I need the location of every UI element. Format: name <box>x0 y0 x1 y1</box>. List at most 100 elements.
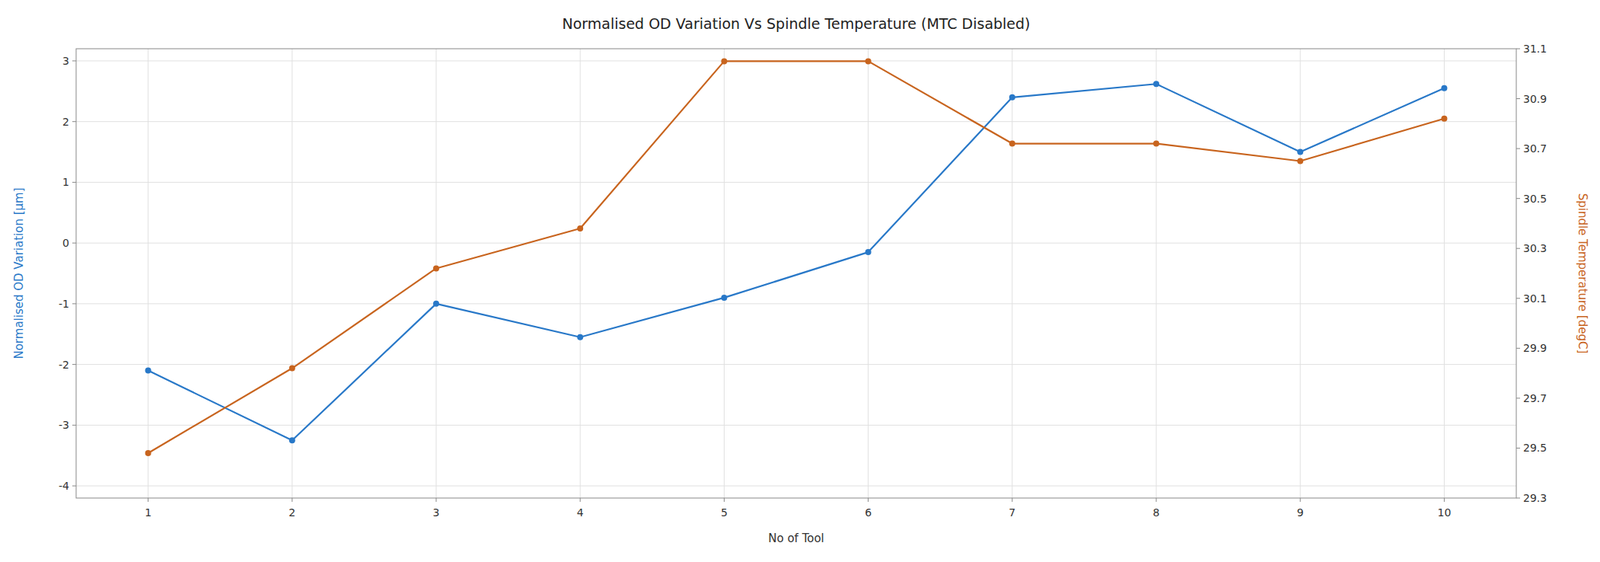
tick-label: 30.1 <box>1523 292 1547 305</box>
tick <box>580 497 581 502</box>
tick-label: 8 <box>1153 506 1161 519</box>
line <box>148 83 1445 440</box>
tick <box>72 363 77 365</box>
point <box>289 365 296 372</box>
line <box>148 60 1445 453</box>
y2-axis-label: Spindle Temperature [degC] <box>1575 193 1590 354</box>
point <box>145 367 152 374</box>
tick-label: 3 <box>62 54 70 67</box>
tick <box>291 497 293 502</box>
tick-label: 30.7 <box>1523 142 1547 155</box>
point <box>576 334 584 341</box>
point <box>433 264 440 271</box>
tick <box>72 60 77 61</box>
tick <box>72 121 77 122</box>
tick <box>72 485 77 487</box>
tick-label: 3 <box>433 506 440 519</box>
tick-label: 6 <box>864 506 872 519</box>
tick <box>1516 297 1521 299</box>
series <box>145 80 1448 444</box>
x-axis: 1 2 3 4 5 6 7 8 9 10 No of Tool <box>144 497 1451 546</box>
tick <box>436 497 437 502</box>
point <box>289 436 296 444</box>
tick <box>72 302 77 304</box>
tick-label: -2 <box>58 358 70 371</box>
title: Normalised OD Variation Vs Spindle Tempe… <box>561 15 1030 32</box>
x-axis-label: No of Tool <box>768 531 825 546</box>
tick <box>72 242 77 244</box>
point <box>1009 140 1016 147</box>
tick <box>1516 397 1521 399</box>
point <box>1297 158 1304 165</box>
tick-label: 29.3 <box>1523 491 1547 504</box>
tick <box>1156 497 1157 502</box>
tick-label: -1 <box>58 297 70 310</box>
tick-label: -4 <box>58 479 70 492</box>
grid <box>76 48 1517 498</box>
tick <box>1516 98 1521 99</box>
tick-label: 9 <box>1297 506 1304 519</box>
point <box>720 57 727 64</box>
tick <box>1516 447 1521 449</box>
grid-line <box>867 48 869 498</box>
tick <box>867 497 869 502</box>
y2-axis: 29.3 29.5 29.7 29.9 30.1 30.3 30.5 30.7 30.9 31.1… <box>1516 42 1590 504</box>
point <box>576 225 584 232</box>
point <box>1153 80 1160 87</box>
tick-label: 29.9 <box>1523 341 1547 354</box>
tick <box>1443 497 1445 502</box>
point <box>433 300 440 307</box>
tick-label: 5 <box>720 506 728 519</box>
grid-line <box>147 48 149 498</box>
tick-label: 29.7 <box>1523 392 1547 405</box>
point <box>1440 115 1448 122</box>
tick-label: -3 <box>58 418 70 431</box>
point <box>1153 140 1160 147</box>
tick-label: 2 <box>288 506 296 519</box>
tick <box>1516 197 1521 199</box>
tick-label: 7 <box>1008 506 1016 519</box>
chart: 1 2 3 4 5 6 7 8 9 10 No of Tool -4 -3 -2 -1 0 1 2 3 Normali… <box>0 0 1600 562</box>
tick-label: 0 <box>62 236 70 249</box>
tick-label: 30.5 <box>1523 192 1547 205</box>
point <box>1297 149 1304 156</box>
tick <box>72 181 77 183</box>
tick-label: 30.3 <box>1523 242 1547 255</box>
tick-label: 1 <box>144 506 152 519</box>
y-axis-label: Normalised OD Variation [µm] <box>12 187 26 359</box>
point <box>865 57 872 64</box>
grid-line <box>436 48 437 498</box>
tick <box>1516 148 1521 150</box>
tick <box>1516 248 1521 249</box>
tick <box>1516 48 1521 50</box>
plot-area <box>145 57 1448 456</box>
y-axis: -4 -3 -2 -1 0 1 2 3 Normalised OD Variation [µm] <box>12 54 77 492</box>
point <box>1440 85 1448 92</box>
tick <box>1516 347 1521 349</box>
tick-label: 31.1 <box>1523 42 1547 55</box>
series <box>145 57 1448 456</box>
grid-line <box>1300 48 1301 498</box>
tick <box>1011 497 1013 502</box>
tick <box>1300 497 1301 502</box>
grid-line <box>1156 48 1157 498</box>
tick-label: 29.5 <box>1523 441 1547 454</box>
tick <box>72 424 77 426</box>
tick-label: 2 <box>62 115 70 128</box>
tick <box>1516 497 1521 499</box>
grid-line <box>291 48 293 498</box>
tick-label: 30.9 <box>1523 92 1547 106</box>
point <box>720 294 727 301</box>
grid-line <box>723 48 725 498</box>
plot-frame <box>76 48 1517 498</box>
grid-line <box>1011 48 1013 498</box>
tick <box>147 497 149 502</box>
tick-label: 10 <box>1437 506 1451 519</box>
grid-line <box>580 48 581 498</box>
tick-label: 1 <box>62 175 70 189</box>
point <box>865 248 872 255</box>
point <box>1009 94 1016 101</box>
tick <box>723 497 725 502</box>
point <box>145 449 152 456</box>
tick-label: 4 <box>576 506 584 519</box>
